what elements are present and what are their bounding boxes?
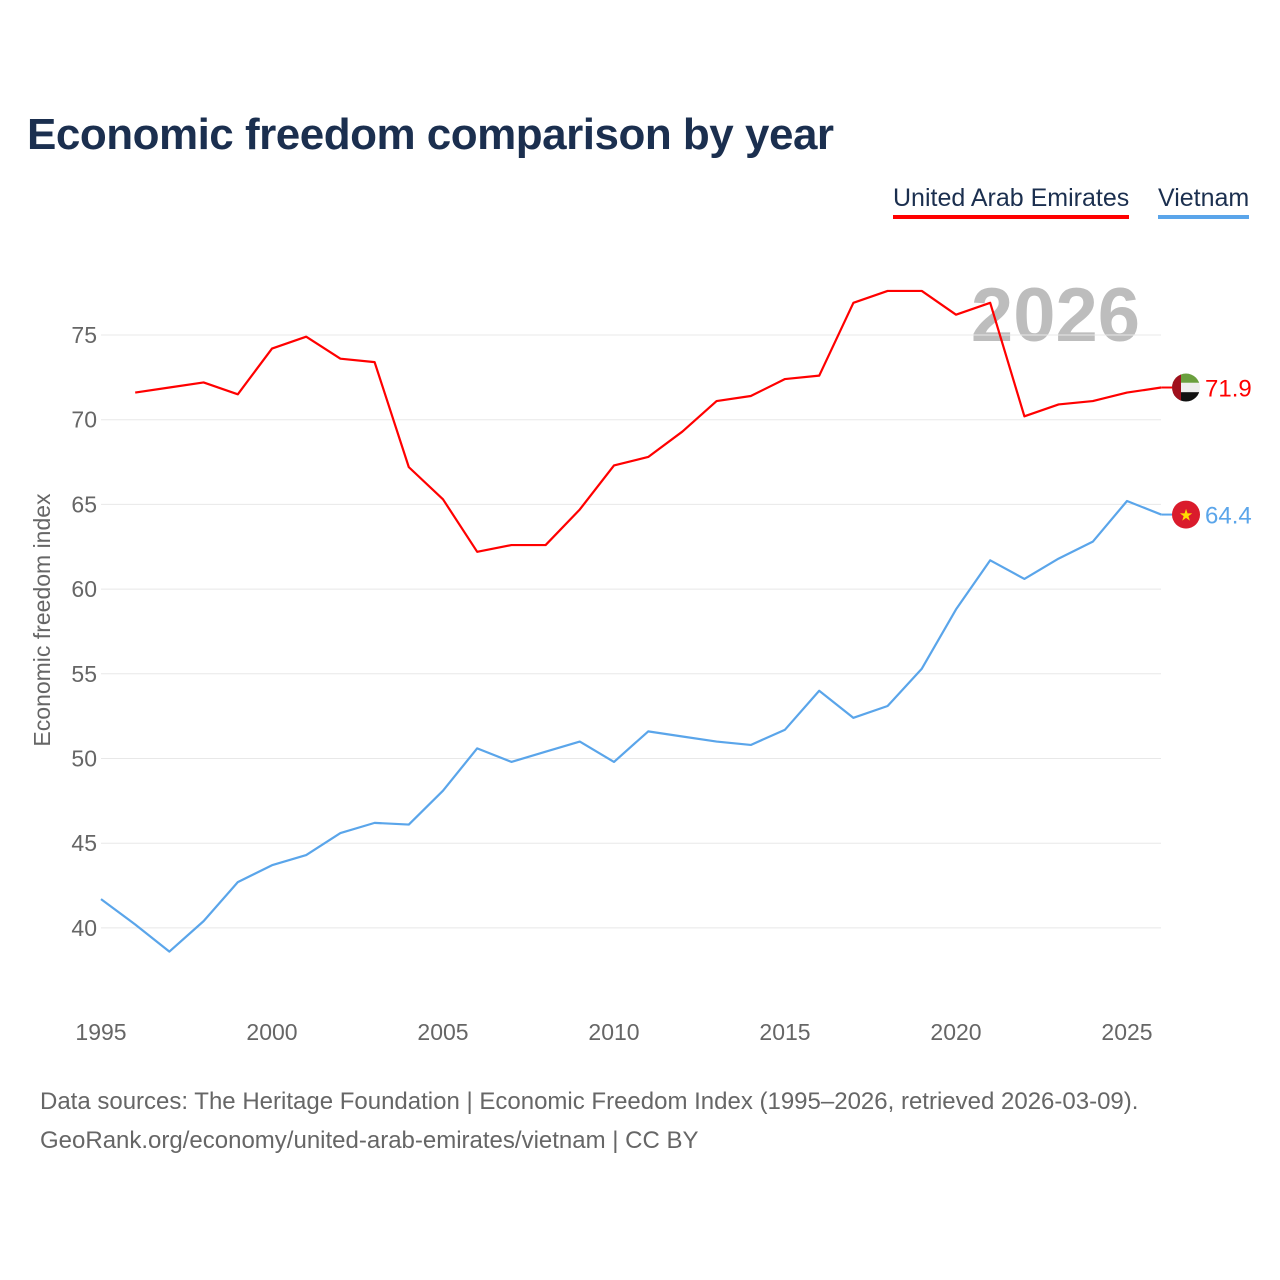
footer-credit: GeoRank.org/economy/united-arab-emirates… bbox=[40, 1127, 699, 1154]
end-value-label: 71.9 bbox=[1205, 376, 1252, 403]
series-line-vietnam bbox=[100, 499, 1162, 953]
legend-item-vietnam[interactable]: Vietnam bbox=[1158, 184, 1250, 219]
y-tick-label: 60 bbox=[71, 576, 97, 602]
x-tick-label: 1995 bbox=[75, 1019, 126, 1045]
x-tick-label: 2015 bbox=[759, 1019, 810, 1045]
y-tick-label: 65 bbox=[71, 491, 97, 517]
y-tick-label: 40 bbox=[71, 915, 97, 941]
x-tick-label: 2010 bbox=[588, 1019, 639, 1045]
uae-flag-icon bbox=[1172, 373, 1200, 402]
vietnam-flag-icon: ★ bbox=[1172, 500, 1200, 529]
end-value-label: 64.4 bbox=[1205, 503, 1252, 530]
x-tick-label: 2025 bbox=[1101, 1019, 1152, 1045]
y-tick-label: 70 bbox=[71, 407, 97, 433]
x-tick-label: 2000 bbox=[246, 1019, 297, 1045]
footer-sources: Data sources: The Heritage Foundation | … bbox=[40, 1088, 1139, 1115]
year-watermark: 2026 bbox=[971, 273, 1140, 358]
x-tick-label: 2020 bbox=[930, 1019, 981, 1045]
chart-title: Economic freedom comparison by year bbox=[27, 110, 834, 159]
svg-text:★: ★ bbox=[1179, 508, 1193, 525]
y-tick-label: 50 bbox=[71, 746, 97, 772]
legend-item-uae[interactable]: United Arab Emirates bbox=[893, 184, 1130, 219]
y-tick-label: 45 bbox=[71, 830, 97, 856]
y-tick-label: 75 bbox=[71, 322, 97, 348]
y-tick-label: 55 bbox=[71, 661, 97, 687]
x-tick-label: 2005 bbox=[417, 1019, 468, 1045]
series-line-uae bbox=[135, 289, 1162, 553]
y-axis-label: Economic freedom index bbox=[29, 493, 55, 747]
